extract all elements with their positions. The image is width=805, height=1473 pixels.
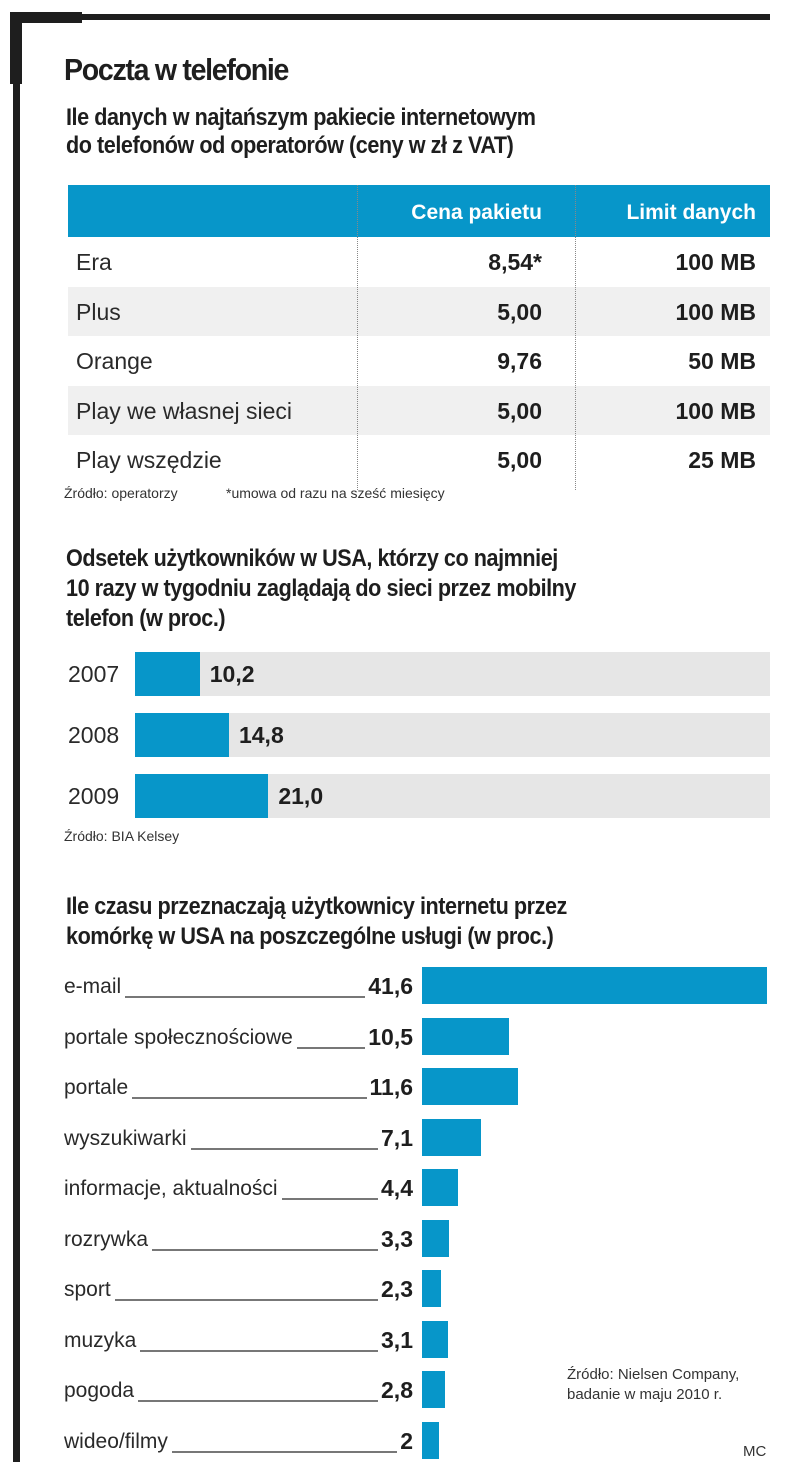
column-divider [357,185,358,490]
frame-top-rule [80,14,770,20]
services-source-line-2: badanie w maju 2010 r. [567,1386,723,1403]
bar-portale-spo-eczno-ciowe [422,1017,510,1055]
leader-line [281,1198,379,1200]
bar-value-label: 14,8 [238,722,284,748]
cell-operator: Plus [76,298,121,325]
cell-price: 5,00 [497,397,542,424]
leader-line [296,1046,366,1049]
frame-corner-top [10,12,82,23]
author-credit: MC [743,1443,767,1460]
cell-operator: Era [76,249,112,275]
leader-line [125,996,366,998]
table-footnote: *umowa od razu na sześć miesięcy [226,485,445,501]
bar-wideo-filmy [422,1421,439,1459]
category-label: rozrywka [64,1227,149,1251]
bar-pogoda [422,1371,446,1408]
column-header-limit: Limit danych [626,201,756,224]
table-subtitle-line-2: do telefonów od operatorów (ceny w zł z … [66,132,514,159]
table-row: Era 8,54* 100 MB [68,237,770,287]
bar-value-label: 3,1 [381,1326,413,1353]
column-header-price: Cena pakietu [411,201,542,224]
cell-limit: 25 MB [688,447,756,473]
table-row: Plus 5,00 100 MB [68,286,770,336]
bar-value-label: 2 [400,1427,413,1454]
leader-line [114,1299,379,1301]
cell-price: 9,76 [497,348,542,374]
cell-price: 5,00 [497,298,542,325]
year-label: 2008 [68,722,120,748]
leader-line [138,1400,379,1402]
bar-track [135,652,770,696]
cell-operator: Orange [76,348,153,374]
cell-operator: Play wszędzie [76,447,222,473]
year-chart-source: Źródło: BIA Kelsey [64,828,180,844]
services-chart-subtitle-line-1: Ile czasu przeznaczają użytkownicy inter… [66,893,567,920]
bar-sport [422,1270,442,1307]
page-title: Poczta w telefonie [64,52,289,87]
table-subtitle-line-1: Ile danych w najtańszym pakiecie interne… [66,104,536,131]
year-label: 2009 [68,783,120,809]
bar-value-label: 2,8 [381,1377,413,1403]
table-row: Play we własnej sieci 5,00 100 MB [68,385,770,435]
price-table: Cena pakietu Limit danych Era 8,54* 100 MB… [68,185,770,485]
table-row: Play wszędzie 5,00 25 MB [68,435,770,485]
cell-limit: 100 MB [675,249,756,275]
bar-value-label: 7,1 [381,1124,413,1151]
table-source: Źródło: operatorzy [64,485,178,501]
category-label: pogoda [64,1379,135,1402]
services-chart-subtitle-line-2: komórkę w USA na poszczególne usługi (w … [66,923,554,950]
cell-price: 8,54* [488,249,542,275]
bar-track [135,713,770,757]
bar-value-label: 2,3 [381,1276,413,1302]
category-label: informacje, aktualności [64,1177,278,1200]
category-label: portale społecznościowe [64,1025,293,1049]
bar-e-mail [422,967,767,1004]
frame-corner-left [10,12,22,84]
cell-limit: 100 MB [675,397,756,424]
services-source-line-1: Źródło: Nielsen Company, [567,1366,740,1383]
category-label: muzyka [64,1328,137,1352]
bar-value-label: 10,5 [368,1023,413,1050]
bar-informacje-aktualno-ci [422,1169,459,1206]
bar-portale [422,1068,519,1105]
bar-value-label: 10,2 [209,661,255,687]
bar-2007 [135,652,200,696]
frame-left-rule [13,80,20,1462]
bar-value-label: 21,0 [278,783,324,809]
leader-line [152,1248,379,1251]
bar-muzyka [422,1320,448,1358]
bar-value-label: 4,4 [381,1175,413,1201]
bar-value-label: 11,6 [369,1074,414,1100]
year-chart-subtitle-line-2: 10 razy w tygodniu zaglądają do sieci pr… [66,575,576,602]
bar-value-label: 3,3 [381,1225,413,1252]
year-label: 2007 [68,661,120,687]
table-row: Orange 9,76 50 MB [68,336,770,386]
table-body: Era 8,54* 100 MB Plus 5,00 100 MB Orange 9,76 50… [68,237,770,485]
category-label: sport [64,1278,111,1301]
bar-2008 [135,713,229,757]
leader-line [190,1147,379,1150]
column-divider [575,185,576,490]
category-label: e-mail [64,975,122,998]
year-chart-subtitle-line-3: telefon (w proc.) [66,605,226,632]
table-header: Cena pakietu Limit danych [68,185,770,237]
bar-rozrywka [422,1219,450,1257]
leader-line [132,1097,367,1099]
category-label: portale [64,1076,129,1099]
cell-price: 5,00 [497,447,542,473]
category-label: wideo/filmy [64,1429,168,1453]
bar-value-label: 41,6 [368,973,413,999]
cell-limit: 100 MB [675,298,756,325]
leader-line [171,1450,398,1453]
year-chart-subtitle-line-1: Odsetek użytkowników w USA, którzy co na… [66,545,558,572]
cell-operator: Play we własnej sieci [76,397,293,424]
category-label: wyszukiwarki [64,1126,187,1150]
leader-line [140,1349,379,1352]
cell-limit: 50 MB [688,348,756,374]
bar-2009 [135,774,269,818]
bar-wyszukiwarki [422,1118,481,1156]
